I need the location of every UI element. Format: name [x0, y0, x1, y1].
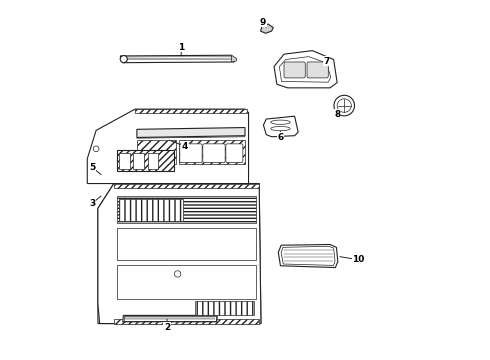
Polygon shape	[114, 184, 259, 188]
Text: 6: 6	[277, 133, 284, 142]
Text: 10: 10	[352, 255, 365, 264]
Text: 4: 4	[182, 142, 188, 151]
Polygon shape	[114, 319, 259, 324]
FancyBboxPatch shape	[180, 144, 202, 163]
Polygon shape	[120, 55, 234, 63]
Text: 9: 9	[260, 18, 266, 27]
Bar	[179, 140, 245, 164]
Ellipse shape	[334, 95, 355, 116]
Bar	[118, 265, 256, 299]
Polygon shape	[87, 109, 248, 184]
FancyBboxPatch shape	[307, 62, 328, 78]
Bar	[133, 153, 144, 169]
Polygon shape	[122, 315, 218, 322]
Bar	[137, 140, 176, 164]
Polygon shape	[261, 24, 273, 33]
Text: 7: 7	[323, 57, 330, 66]
Text: 3: 3	[90, 198, 96, 207]
FancyBboxPatch shape	[284, 62, 305, 78]
Polygon shape	[135, 109, 247, 113]
Polygon shape	[98, 184, 261, 324]
Polygon shape	[232, 55, 237, 62]
Bar	[118, 150, 174, 171]
Bar	[196, 301, 254, 315]
Bar	[119, 153, 130, 169]
Bar	[147, 153, 158, 169]
FancyBboxPatch shape	[226, 144, 243, 163]
Text: 5: 5	[90, 163, 96, 172]
Bar	[118, 228, 256, 260]
Polygon shape	[278, 244, 338, 267]
Polygon shape	[264, 116, 298, 137]
Text: 1: 1	[178, 42, 184, 51]
Text: 2: 2	[164, 323, 170, 332]
Circle shape	[120, 55, 127, 63]
Text: 8: 8	[334, 110, 340, 119]
Polygon shape	[137, 127, 245, 138]
FancyBboxPatch shape	[203, 144, 225, 163]
Bar	[119, 199, 183, 221]
Polygon shape	[274, 51, 337, 88]
Bar	[118, 196, 256, 222]
Polygon shape	[98, 184, 261, 324]
